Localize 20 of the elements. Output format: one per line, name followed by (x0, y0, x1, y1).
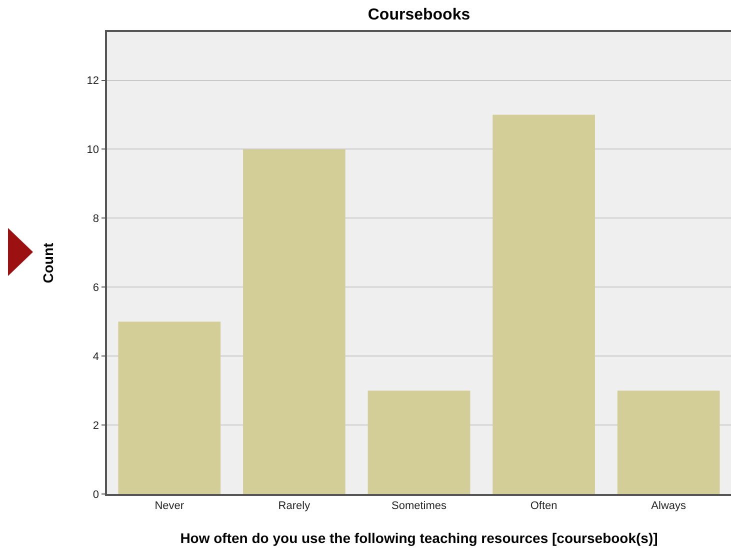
x-tick-label: Rarely (278, 500, 311, 512)
y-tick-label: 4 (92, 350, 100, 363)
bar (492, 114, 595, 494)
y-tick-label: 6 (92, 282, 100, 294)
chart-title: Coursebooks (368, 6, 470, 24)
y-tick-label: 10 (86, 144, 100, 156)
x-tick-label: Often (530, 500, 558, 512)
y-tick-label: 12 (86, 75, 100, 88)
bar (368, 390, 470, 494)
y-axis-title: Count (40, 242, 56, 284)
x-tick-label: Always (651, 500, 687, 512)
bar (118, 322, 221, 494)
bar (243, 149, 346, 494)
y-tick-label: 0 (92, 488, 100, 501)
x-tick-label: Never (154, 500, 184, 512)
x-tick-label: Sometimes (391, 500, 447, 512)
bar (617, 390, 720, 494)
x-axis-title: How often do you use the following teaching resources [coursebook(s)] (180, 530, 658, 546)
y-tick-label: 8 (92, 213, 100, 226)
y-tick-label: 2 (92, 420, 100, 432)
